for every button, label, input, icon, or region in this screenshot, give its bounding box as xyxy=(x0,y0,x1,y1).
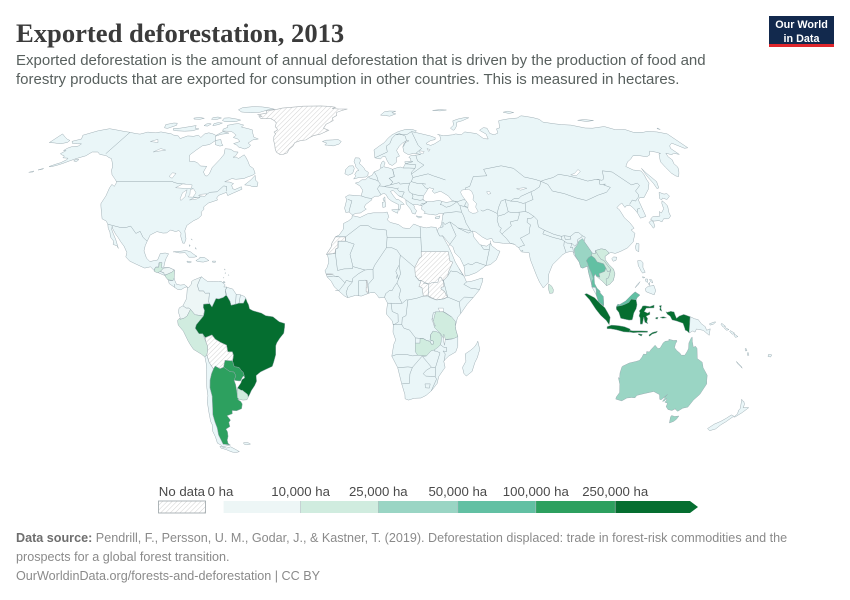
svg-text:10,000 ha: 10,000 ha xyxy=(271,484,330,499)
svg-text:50,000 ha: 50,000 ha xyxy=(428,484,487,499)
svg-text:0 ha: 0 ha xyxy=(208,484,234,499)
svg-text:25,000 ha: 25,000 ha xyxy=(349,484,408,499)
svg-text:100,000 ha: 100,000 ha xyxy=(503,484,570,499)
svg-text:250,000 ha: 250,000 ha xyxy=(582,484,649,499)
svg-text:No data: No data xyxy=(159,484,206,499)
